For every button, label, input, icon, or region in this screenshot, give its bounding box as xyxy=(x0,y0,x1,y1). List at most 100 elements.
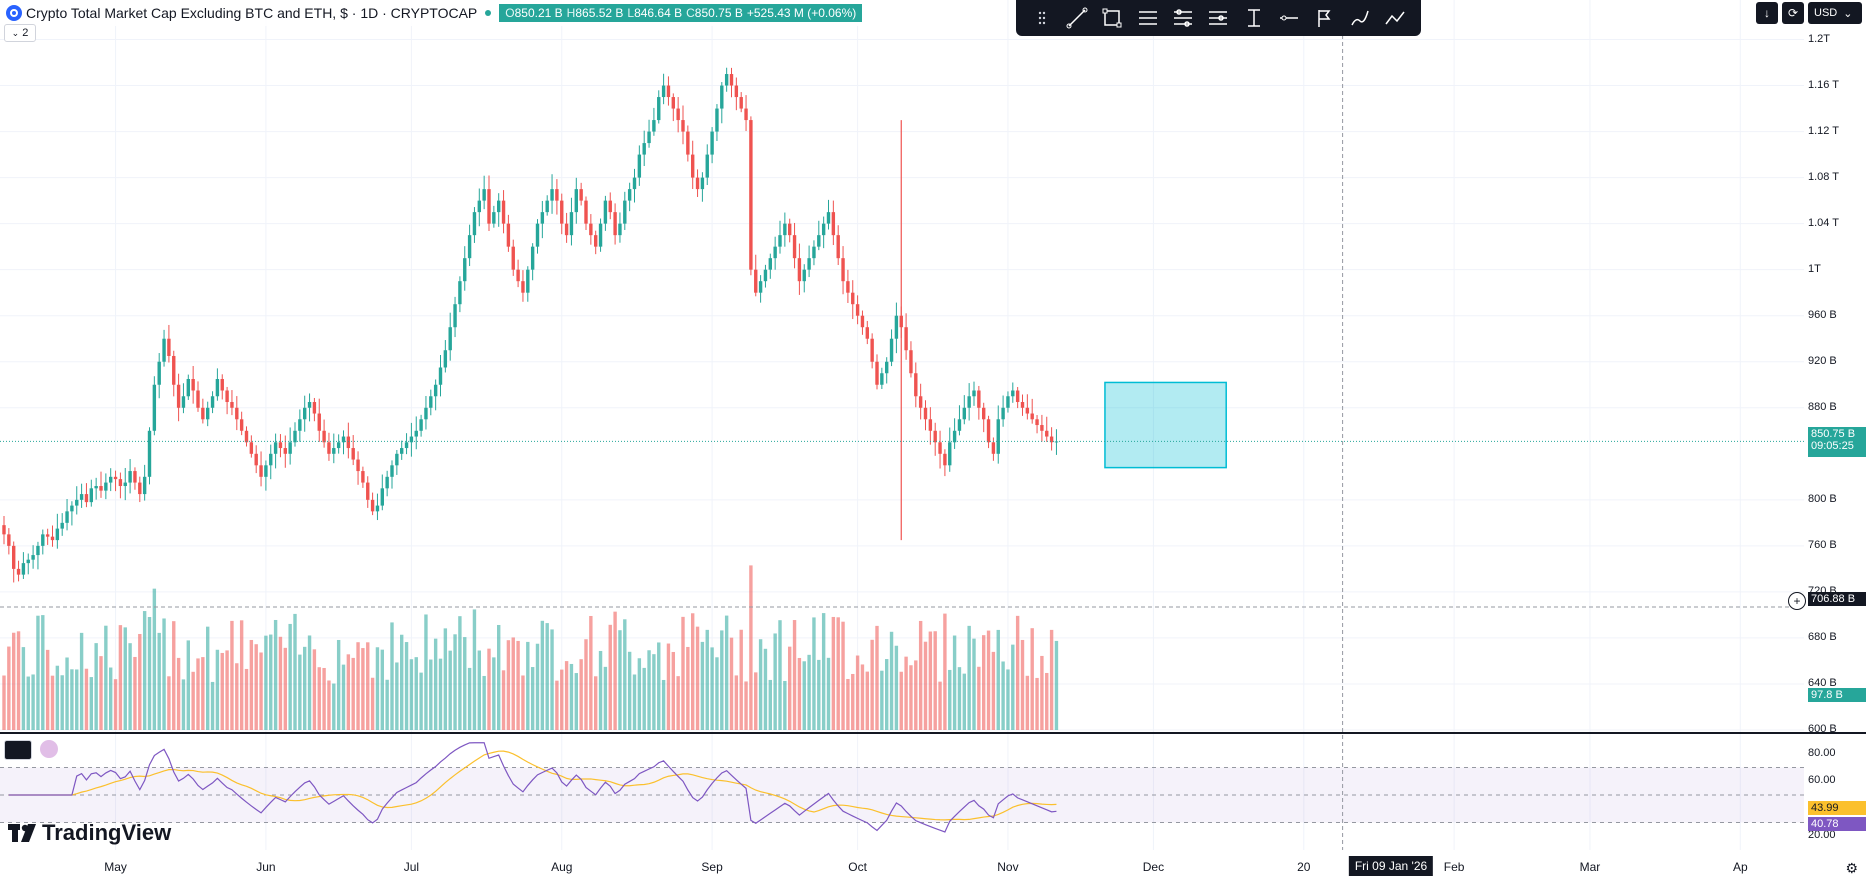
volume-bar xyxy=(7,646,11,730)
brush-icon[interactable] xyxy=(1346,4,1374,32)
volume-bar xyxy=(530,667,535,730)
trend-line-icon[interactable] xyxy=(1063,4,1091,32)
candle xyxy=(458,276,462,313)
candle xyxy=(870,333,874,369)
candle xyxy=(967,383,971,421)
candle xyxy=(598,218,603,252)
download-icon[interactable]: ↓ xyxy=(1756,2,1778,24)
volume-bar xyxy=(788,646,792,730)
candle xyxy=(438,354,443,397)
rsi-tick-label: 20.00 xyxy=(1808,829,1836,842)
volume-bar xyxy=(249,639,254,730)
candle xyxy=(880,367,884,390)
volume-bar xyxy=(2,675,6,730)
candle xyxy=(657,90,661,124)
fib-retracement-icon[interactable] xyxy=(1169,4,1197,32)
symbol-title[interactable]: Crypto Total Market Cap Excluding BTC an… xyxy=(26,5,478,21)
price-range-icon[interactable] xyxy=(1240,4,1268,32)
candle xyxy=(710,127,714,164)
volume-bar xyxy=(380,649,384,730)
candle xyxy=(817,220,821,251)
candle xyxy=(7,528,11,555)
candle xyxy=(526,266,530,302)
rectangle-tool-icon[interactable] xyxy=(1098,4,1126,32)
volume-bar xyxy=(147,616,152,730)
horizontal-ray-icon[interactable] xyxy=(1275,4,1303,32)
candle xyxy=(889,329,894,367)
candle xyxy=(172,350,176,397)
candle xyxy=(1011,382,1015,403)
flag-marker-icon[interactable] xyxy=(1311,4,1339,32)
market-status-dot-icon xyxy=(485,10,492,16)
symbol-legend[interactable]: Crypto Total Market Cap Excluding BTC an… xyxy=(0,0,867,26)
volume-bar xyxy=(807,654,811,730)
volume-bar xyxy=(836,617,840,730)
volume-bar xyxy=(705,629,709,730)
candle xyxy=(497,193,501,227)
volume-bar xyxy=(230,620,234,730)
candle xyxy=(729,67,734,98)
volume-bar xyxy=(453,634,457,730)
rsi-indicator-icon[interactable] xyxy=(40,740,58,758)
rsi-value: 40.78 xyxy=(1811,818,1839,830)
candle xyxy=(264,460,268,491)
candle xyxy=(181,383,186,414)
candle xyxy=(1035,415,1039,434)
indicators-toggle-button[interactable]: ⌄ 2 xyxy=(4,24,36,42)
drawing-toolbar[interactable] xyxy=(1016,0,1421,36)
candle xyxy=(724,67,729,92)
volume-bar xyxy=(70,669,74,730)
candle xyxy=(831,200,836,246)
candle xyxy=(167,324,171,363)
refresh-icon[interactable]: ⟳ xyxy=(1782,2,1804,24)
candle xyxy=(317,398,321,442)
volume-bar xyxy=(763,648,768,730)
candle xyxy=(579,182,583,206)
volume-bar xyxy=(128,643,132,730)
parallel-channel-icon[interactable] xyxy=(1134,4,1162,32)
tradingview-logo[interactable]: TradingView xyxy=(8,820,171,846)
candle xyxy=(162,329,166,367)
candle xyxy=(113,470,118,492)
drag-handle-icon[interactable] xyxy=(1028,4,1056,32)
price-tick-label: 880 B xyxy=(1808,400,1837,413)
add-alert-plus-icon[interactable]: + xyxy=(1788,592,1806,610)
volume-bar xyxy=(846,678,850,730)
candle xyxy=(477,188,481,227)
candle xyxy=(933,422,937,456)
time-tick-label: Feb xyxy=(1443,860,1465,874)
volume-bar xyxy=(65,657,69,730)
price-tick-label: 640 B xyxy=(1808,676,1837,689)
candle xyxy=(288,427,292,465)
volume-bar xyxy=(695,626,700,730)
rsi-controls[interactable] xyxy=(4,740,58,760)
candle xyxy=(75,486,79,515)
collapse-pane-button[interactable] xyxy=(4,740,32,760)
candle xyxy=(50,525,55,547)
candle xyxy=(608,192,612,220)
candle xyxy=(12,541,16,583)
fib-channel-icon[interactable] xyxy=(1204,4,1232,32)
path-tool-icon[interactable] xyxy=(1381,4,1409,32)
top-right-controls[interactable]: ↓ ⟳ USD ⌄ xyxy=(1756,2,1862,24)
settings-gear-icon[interactable]: ⚙ xyxy=(1845,860,1858,876)
volume-bar xyxy=(45,649,50,730)
consolidation-box[interactable] xyxy=(1104,381,1227,469)
candle xyxy=(356,451,360,485)
ohlc-values: O850.21 B H865.52 B L846.64 B C850.75 B … xyxy=(499,4,863,22)
candle xyxy=(652,107,656,136)
candle xyxy=(45,528,50,545)
candle xyxy=(307,393,312,422)
candle xyxy=(952,418,957,449)
candle xyxy=(94,477,98,500)
candle xyxy=(676,97,680,133)
currency-select[interactable]: USD ⌄ xyxy=(1808,2,1862,24)
candle xyxy=(681,105,685,145)
candle xyxy=(230,390,234,416)
candle xyxy=(778,220,782,254)
candle xyxy=(885,357,889,384)
volume-bar xyxy=(686,646,690,730)
annotations[interactable] xyxy=(1104,381,1227,469)
rsi-tick-label: 60.00 xyxy=(1808,774,1836,787)
